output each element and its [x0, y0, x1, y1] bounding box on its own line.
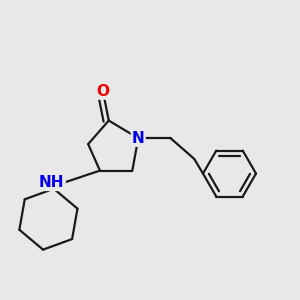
Text: O: O	[96, 84, 110, 99]
Text: NH: NH	[39, 175, 64, 190]
Text: N: N	[132, 131, 145, 146]
